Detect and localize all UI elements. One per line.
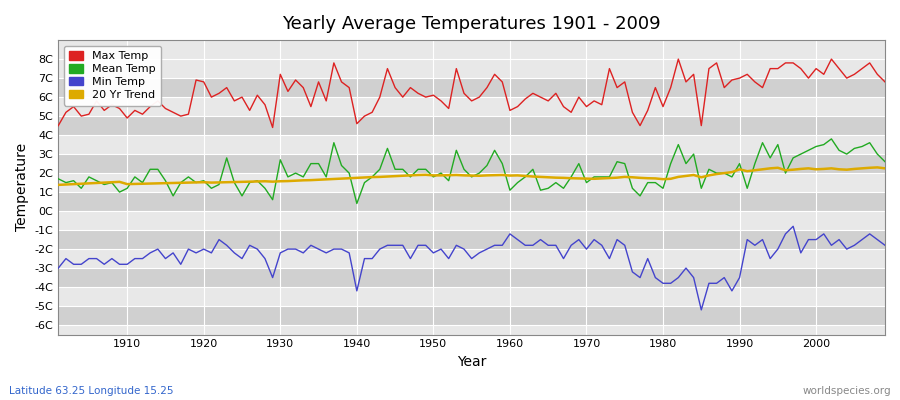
Bar	[58, 192, 885, 211]
Bar	[58, 78, 885, 97]
Bar	[58, 135, 885, 154]
Bar	[58, 249, 885, 268]
Bar	[58, 59, 885, 78]
Text: Latitude 63.25 Longitude 15.25: Latitude 63.25 Longitude 15.25	[9, 386, 174, 396]
Bar	[58, 211, 885, 230]
Bar	[58, 306, 885, 325]
Title: Yearly Average Temperatures 1901 - 2009: Yearly Average Temperatures 1901 - 2009	[283, 15, 661, 33]
X-axis label: Year: Year	[457, 355, 486, 369]
Text: worldspecies.org: worldspecies.org	[803, 386, 891, 396]
Bar	[58, 116, 885, 135]
Legend: Max Temp, Mean Temp, Min Temp, 20 Yr Trend: Max Temp, Mean Temp, Min Temp, 20 Yr Tre…	[64, 46, 161, 106]
Bar	[58, 173, 885, 192]
Y-axis label: Temperature: Temperature	[15, 143, 29, 232]
Bar	[58, 97, 885, 116]
Bar	[58, 154, 885, 173]
Bar	[58, 230, 885, 249]
Bar	[58, 268, 885, 287]
Bar	[58, 287, 885, 306]
